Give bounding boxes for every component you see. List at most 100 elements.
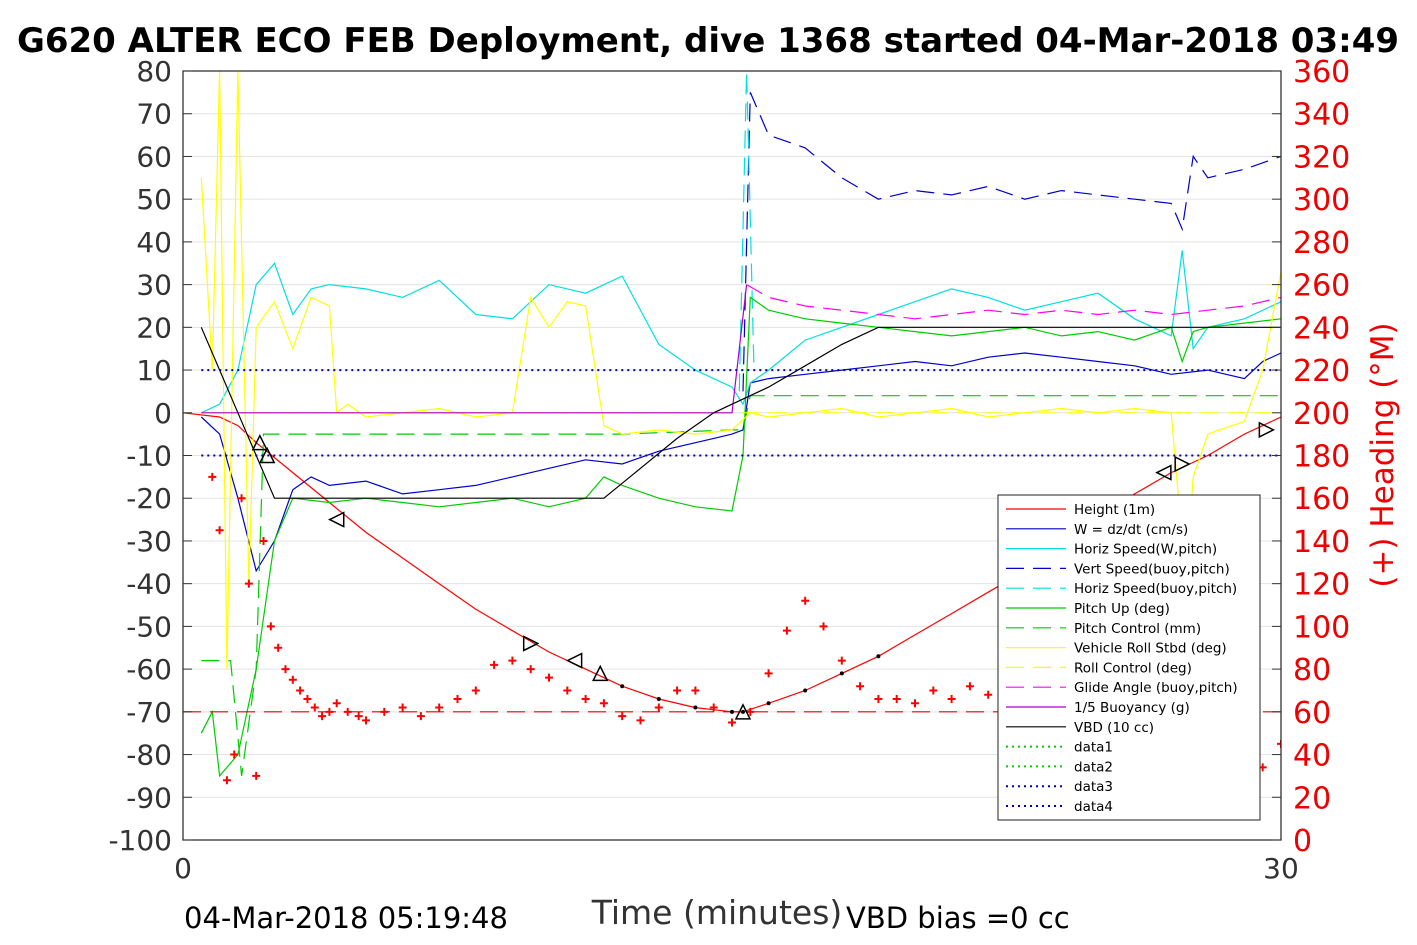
heading-point: [691, 686, 700, 695]
right-tick-label: 220: [1293, 354, 1350, 389]
x-tick-label: 0: [174, 852, 192, 885]
heading-point: [208, 472, 217, 481]
right-tick-label: 340: [1293, 98, 1350, 133]
right-tick-label: 240: [1293, 311, 1350, 346]
right-tick-label: 80: [1293, 653, 1331, 688]
heading-point: [618, 712, 627, 721]
footer-vbd-bias: VBD bias =0 cc: [846, 901, 1070, 935]
event-marker: [1155, 464, 1172, 481]
heading-point: [673, 686, 682, 695]
heading-point: [362, 716, 370, 725]
heading-point: [296, 686, 305, 695]
legend-label: 1/5 Buoyancy (g): [1074, 700, 1190, 716]
right-tick-label: 0: [1293, 824, 1312, 859]
x-tick-label: 30: [1263, 852, 1299, 885]
heading-point: [332, 699, 341, 708]
heading-point: [892, 695, 901, 704]
heading-point: [281, 665, 290, 674]
legend-label: Glide Angle (buoy,pitch): [1074, 680, 1238, 696]
apex-point: [620, 684, 625, 689]
legend-label: Height (1m): [1074, 502, 1155, 518]
apex-point: [876, 654, 881, 659]
right-axis-label: (+) Heading (°M): [1365, 322, 1401, 587]
right-tick-label: 160: [1293, 482, 1350, 517]
legend: Height (1m) W = dz/dt (cm/s) Horiz Speed(W…: [997, 494, 1261, 821]
heading-point: [581, 695, 590, 704]
series-line: [201, 395, 1281, 776]
left-tick-label: 30: [136, 269, 172, 302]
series-line: [742, 92, 1281, 392]
right-tick-label: 60: [1293, 696, 1331, 731]
heading-point: [929, 686, 938, 695]
heading-point: [801, 596, 810, 605]
heading-point: [416, 712, 425, 721]
event-marker: [1258, 421, 1276, 439]
series-line: [200, 296, 1281, 778]
apex-point: [766, 701, 771, 706]
series-line: [746, 284, 1281, 320]
left-tick-label: -100: [108, 824, 172, 857]
left-tick-label: -90: [126, 781, 172, 814]
right-tick-label: 180: [1293, 440, 1350, 475]
series-line: [200, 326, 1281, 499]
right-tick-label: 40: [1293, 739, 1331, 774]
heading-point: [230, 750, 239, 759]
left-tick-label: -50: [126, 610, 172, 643]
left-axis-ticks: 80 70 60 50 40 30 20 10 0 -10 -20 -30 -40 -50 -60 -70 -8…: [108, 55, 192, 857]
right-tick-label: 300: [1293, 183, 1350, 218]
series-line: [201, 284, 748, 414]
left-tick-label: 50: [136, 183, 172, 216]
heading-point: [266, 622, 275, 631]
heading-point: [252, 771, 261, 780]
legend-label: VBD (10 cc): [1074, 720, 1154, 736]
left-tick-label: 0: [154, 397, 172, 430]
event-marker: [1174, 455, 1191, 473]
right-tick-label: 320: [1293, 140, 1350, 175]
heading-point: [237, 494, 246, 503]
heading-point: [274, 643, 283, 652]
left-tick-label: -20: [126, 482, 172, 515]
chart-title: G620 ALTER ECO FEB Deployment, dive 1368…: [17, 21, 1399, 61]
event-marker: [258, 446, 276, 464]
heading-point: [244, 579, 253, 588]
legend-label: Horiz Speed(buoy,pitch): [1074, 581, 1237, 597]
heading-point: [526, 665, 535, 674]
heading-point: [215, 526, 224, 535]
x-axis-ticks: 0 30: [174, 852, 1299, 885]
heading-point: [636, 716, 645, 725]
heading-point: [453, 695, 462, 704]
left-tick-label: -30: [126, 525, 172, 558]
left-tick-label: 20: [136, 311, 172, 344]
heading-point: [303, 695, 312, 704]
right-tick-label: 360: [1293, 55, 1350, 90]
right-tick-label: 100: [1293, 610, 1350, 645]
legend-label: Roll Control (deg): [1074, 660, 1192, 676]
heading-point: [380, 707, 389, 716]
heading-point: [728, 718, 736, 727]
left-tick-label: -60: [126, 653, 172, 686]
right-axis-ticks: 3603403203002802602402202001801601401201…: [1272, 55, 1350, 859]
legend-label: data1: [1074, 740, 1113, 756]
heading-point: [1277, 739, 1281, 748]
heading-point: [435, 703, 444, 712]
heading-point: [654, 703, 663, 712]
right-tick-label: 200: [1293, 397, 1350, 432]
apex-point: [803, 688, 808, 693]
event-marker: [592, 664, 609, 682]
legend-label: data4: [1074, 799, 1113, 815]
event-marker: [251, 434, 269, 451]
left-tick-label: -80: [126, 739, 172, 772]
right-tick-label: 120: [1293, 568, 1350, 603]
right-tick-label: 260: [1293, 269, 1350, 304]
heading-point: [508, 656, 517, 665]
heading-point: [222, 776, 231, 785]
heading-point: [325, 707, 334, 716]
series-line: [201, 250, 1281, 414]
left-tick-label: 80: [136, 55, 172, 88]
heading-point: [837, 656, 846, 665]
left-tick-label: -40: [126, 568, 172, 601]
heading-point: [398, 703, 407, 712]
heading-point: [984, 690, 993, 699]
heading-point: [354, 712, 363, 721]
